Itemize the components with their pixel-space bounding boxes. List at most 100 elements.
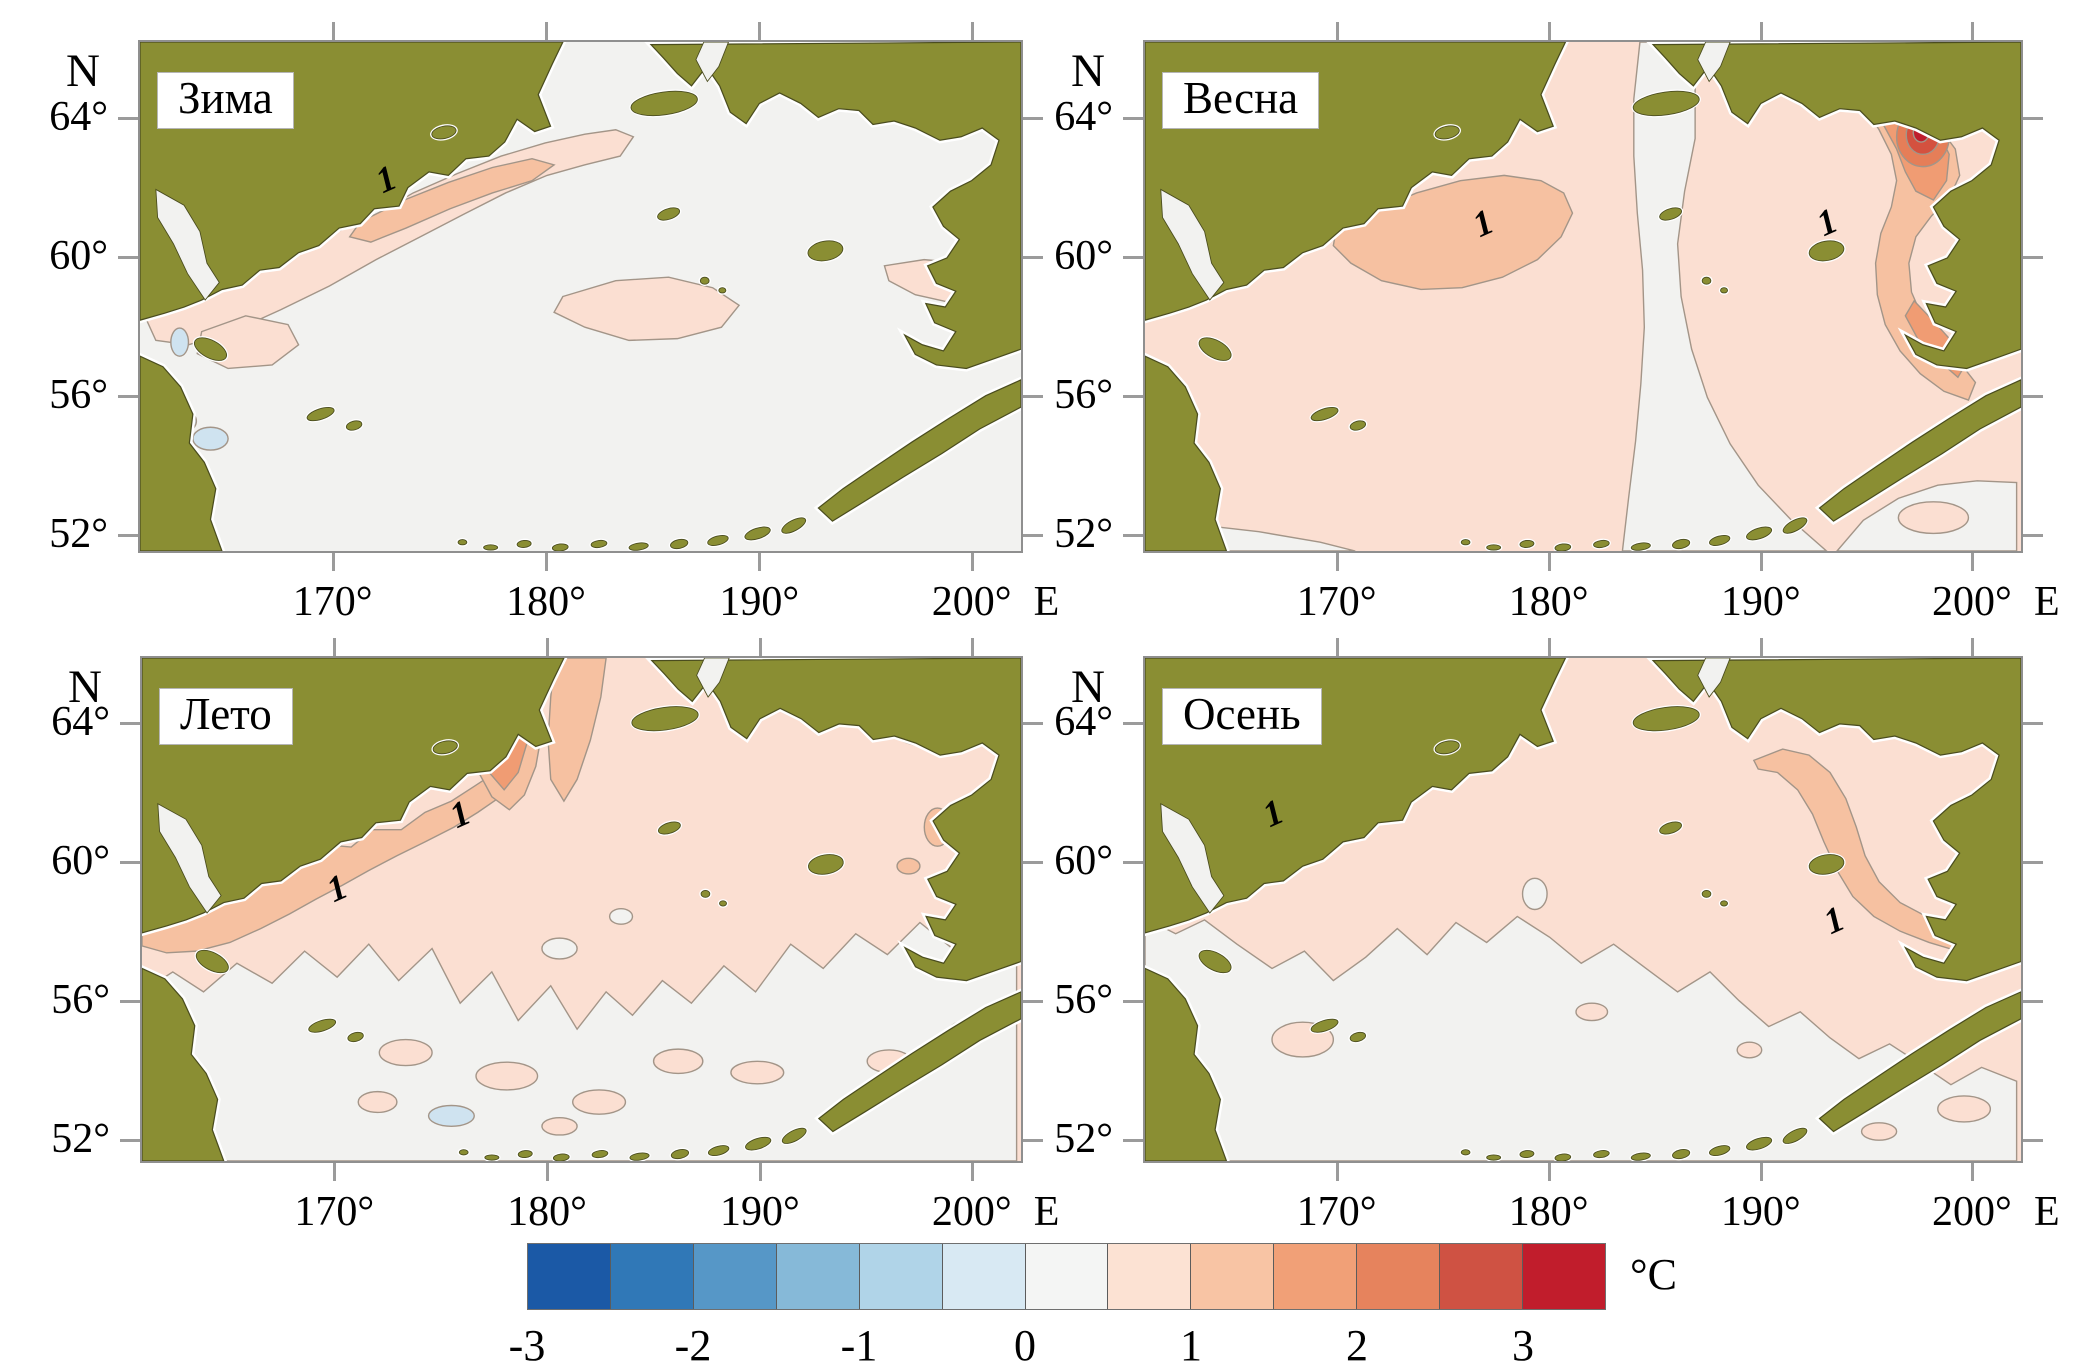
anomaly-region	[357, 1090, 398, 1114]
x-axis-tick-label: 170°	[1296, 1189, 1377, 1235]
y-axis-tick-label: 56°	[1054, 976, 1113, 1023]
colorbar-cell	[1108, 1244, 1192, 1309]
island	[700, 889, 711, 898]
compass-n-label: N	[68, 661, 102, 713]
y-axis-tick	[1023, 116, 1043, 120]
y-axis-tick-label: 60°	[51, 837, 110, 884]
y-axis-tick	[1023, 255, 1043, 259]
anomaly-region	[1521, 877, 1548, 911]
land-mass	[140, 355, 223, 551]
island	[1808, 854, 1845, 875]
island	[193, 337, 228, 361]
y-axis-tick	[1123, 999, 1143, 1003]
x-axis-tick	[1970, 553, 1974, 571]
island	[630, 90, 698, 117]
x-axis-tick-label: 180°	[1508, 579, 1589, 625]
anomaly-region	[378, 1038, 433, 1067]
coastal-inlet	[696, 658, 730, 698]
land-mass	[1145, 355, 1228, 551]
island	[1659, 821, 1682, 835]
x-axis-tick	[1335, 22, 1339, 40]
y-axis-tick	[2023, 395, 2043, 399]
y-axis-tick	[1123, 116, 1143, 120]
island	[781, 517, 807, 534]
x-axis-tick	[333, 638, 337, 656]
x-axis-tick	[970, 638, 974, 656]
colorbar-tick-label: -1	[840, 1321, 878, 1370]
x-axis-tick-label: 180°	[1508, 1189, 1589, 1235]
x-axis-tick	[1547, 553, 1551, 571]
colorbar-cell	[610, 1244, 694, 1309]
y-axis-tick	[1023, 1139, 1043, 1143]
island	[347, 1031, 364, 1043]
land-mass	[1651, 658, 2021, 982]
island	[1632, 706, 1700, 732]
x-axis-tick-label: 200°	[931, 1189, 1012, 1235]
anomaly-region	[192, 426, 229, 451]
land-mass	[649, 42, 1021, 370]
colorbar-cell	[1274, 1244, 1358, 1309]
island	[1460, 1149, 1471, 1156]
island	[1593, 1150, 1610, 1159]
anomaly-region	[553, 276, 741, 342]
island	[1720, 287, 1728, 294]
colorbar-cell	[1357, 1244, 1441, 1309]
island	[1554, 1153, 1572, 1161]
island	[1632, 90, 1700, 117]
island	[1659, 207, 1682, 221]
x-axis-tick	[1970, 638, 1974, 656]
y-axis-tick	[118, 534, 138, 538]
land-mass	[817, 379, 1021, 522]
x-axis-tick	[758, 1163, 762, 1181]
land-mass	[1651, 42, 2021, 370]
island	[1434, 740, 1460, 755]
x-axis-tick-label: 200°	[1932, 1189, 2012, 1235]
y-axis-tick	[2023, 116, 2043, 120]
island	[807, 240, 844, 262]
anomaly-region	[652, 1048, 704, 1075]
map-canvas-winter	[140, 42, 1021, 551]
compass-n-label: N	[1071, 661, 1105, 713]
island	[1746, 526, 1773, 541]
x-axis-tick-label: 190°	[719, 1189, 800, 1235]
y-axis-tick	[2023, 860, 2043, 864]
anomaly-region	[348, 157, 556, 243]
map-panel-spring: Весна	[1143, 40, 2023, 553]
island	[808, 854, 844, 875]
island	[517, 1150, 533, 1159]
y-axis-tick-label: 52°	[49, 511, 108, 558]
x-axis-tick	[544, 22, 548, 40]
anomaly-region	[1736, 1041, 1763, 1059]
anomaly-region	[427, 1104, 475, 1128]
y-axis-tick-label: 64°	[51, 698, 110, 745]
x-axis-tick	[758, 22, 762, 40]
island	[1349, 420, 1367, 431]
y-axis-tick-label: 52°	[1054, 511, 1113, 558]
island	[1519, 539, 1535, 548]
island	[1701, 889, 1712, 898]
island	[744, 526, 771, 541]
x-axis-tick	[1759, 638, 1763, 656]
island	[1701, 276, 1712, 285]
anomaly-region	[730, 1060, 785, 1085]
y-axis-tick	[1023, 999, 1043, 1003]
anomaly-region	[896, 857, 921, 875]
island	[1709, 1145, 1731, 1157]
y-axis-tick-label: 60°	[1054, 837, 1113, 884]
x-axis-tick	[1335, 638, 1339, 656]
season-label-winter: Зима	[157, 72, 294, 129]
anomaly-region	[1145, 915, 2018, 1161]
island	[707, 1145, 730, 1157]
colorbar-cell	[776, 1244, 860, 1309]
season-label-autumn: Осень	[1162, 688, 1322, 745]
island	[1310, 407, 1339, 422]
lon-suffix-label: E	[2033, 579, 2060, 625]
anomaly-region	[475, 1061, 539, 1091]
y-axis-tick-label: 64°	[1054, 93, 1113, 140]
x-axis-tick-label: 190°	[719, 579, 800, 625]
colorbar-tick-label: 1	[1180, 1321, 1202, 1370]
island	[431, 125, 457, 140]
island	[1349, 1031, 1367, 1043]
island	[1782, 1127, 1808, 1144]
